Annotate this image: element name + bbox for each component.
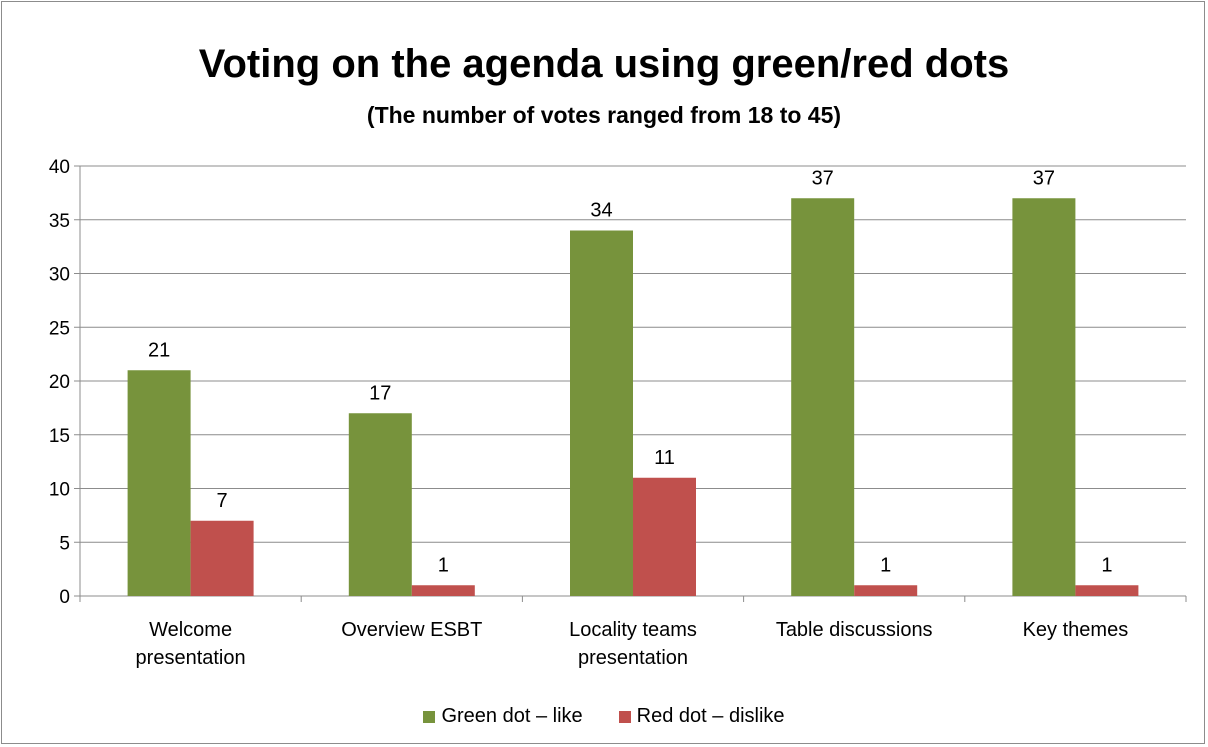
x-category-label: Key themes: [1023, 619, 1129, 641]
legend-swatch-green: [423, 710, 436, 723]
bar-like: [570, 230, 633, 596]
y-tick-label: 10: [49, 480, 70, 501]
y-tick-label: 25: [49, 318, 70, 339]
data-label: 34: [590, 200, 612, 222]
bar-dislike: [1075, 585, 1139, 596]
x-category-label: presentation: [136, 647, 246, 669]
legend-item-dislike: Red dot – dislike: [618, 705, 785, 728]
legend-item-like: Green dot – like: [423, 705, 583, 728]
bar-like: [127, 370, 191, 596]
y-tick-label: 20: [49, 372, 70, 393]
bar-dislike: [411, 585, 475, 596]
x-category-label: Table discussions: [776, 619, 933, 641]
chart-subtitle: (The number of votes ranged from 18 to 4…: [366, 102, 842, 128]
chart-legend: Green dot – like Red dot – dislike: [0, 705, 1208, 728]
data-label: 1: [1101, 554, 1112, 576]
data-label: 17: [369, 382, 391, 404]
data-label: 37: [812, 167, 834, 189]
legend-label-like: Green dot – like: [441, 705, 583, 727]
bar-like: [348, 413, 412, 596]
y-tick-label: 35: [49, 211, 70, 232]
y-tick-label: 30: [49, 265, 70, 286]
y-tick-label: 5: [59, 533, 70, 554]
y-tick-label: 15: [49, 426, 70, 447]
x-category-label: Locality teams: [569, 619, 697, 641]
data-label: 7: [217, 490, 228, 512]
y-tick-label: 40: [49, 157, 70, 178]
data-label: 1: [880, 554, 891, 576]
bar-like: [791, 198, 855, 596]
data-label: 21: [148, 339, 170, 361]
y-tick-label: 0: [59, 587, 70, 608]
bar-dislike: [854, 585, 918, 596]
data-label: 11: [654, 447, 675, 469]
x-category-label: Welcome: [149, 619, 232, 641]
chart-title: Voting on the agenda using green/red dot…: [198, 42, 1010, 86]
x-category-label: Overview ESBT: [341, 619, 482, 641]
bar-dislike: [190, 520, 254, 596]
bar-like: [1012, 198, 1076, 596]
legend-swatch-red: [618, 710, 631, 723]
bar-dislike: [633, 477, 696, 596]
data-label: 1: [438, 554, 449, 576]
legend-label-dislike: Red dot – dislike: [636, 705, 785, 727]
data-label: 37: [1033, 167, 1055, 189]
x-category-label: presentation: [578, 647, 688, 669]
